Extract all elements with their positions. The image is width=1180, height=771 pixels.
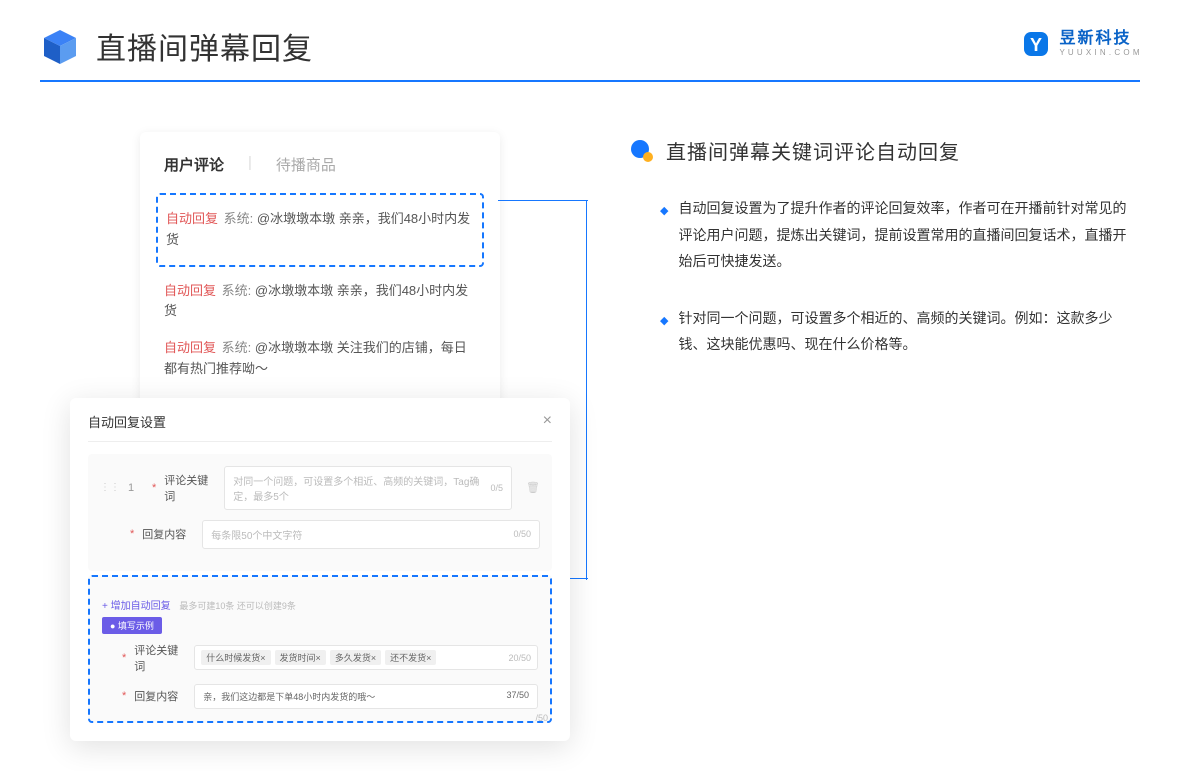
content-row: * 回复内容 每条限50个中文字符 0/50 <box>100 520 540 549</box>
section-title: 直播间弹幕关键词评论自动回复 <box>630 136 1140 165</box>
delete-icon[interactable]: 🗑 <box>526 481 540 494</box>
add-auto-reply-link[interactable]: + 增加自动回复 最多可建10条 还可以创建9条 <box>102 597 538 612</box>
system-label: 系统: <box>222 283 252 298</box>
comment-row: 自动回复 系统: @冰墩墩本墩 亲亲，我们48小时内发货 <box>166 201 474 259</box>
counter: 37/50 <box>506 690 529 703</box>
section-heading: 直播间弹幕关键词评论自动回复 <box>666 136 960 165</box>
example-keyword-input[interactable]: 什么时候发货× 发货时间× 多久发货× 还不发货× 20/50 <box>194 645 538 670</box>
keyword-label: 评论关键词 <box>164 472 216 504</box>
required-marker: * <box>130 528 134 540</box>
brand-icon: Y <box>1020 28 1052 60</box>
add-hint: 最多可建10条 还可以创建9条 <box>179 601 296 611</box>
example-badge: ● 填写示例 <box>102 617 162 634</box>
content-label: 回复内容 <box>134 688 186 704</box>
cube-icon <box>40 26 80 66</box>
page-title: 直播间弹幕回复 <box>96 24 313 68</box>
value: 亲，我们这边都是下单48小时内发货的哦～ <box>203 690 375 703</box>
required-marker: * <box>122 652 126 664</box>
brand-logo: Y 昱新科技 Y U U X I N . C O M <box>1020 28 1140 60</box>
tab-user-comments[interactable]: 用户评论 <box>164 154 224 175</box>
left-column: 用户评论 | 待播商品 自动回复 系统: @冰墩墩本墩 亲亲，我们48小时内发货… <box>70 132 570 741</box>
keyword-label: 评论关键词 <box>134 642 186 674</box>
connector-line <box>586 200 588 580</box>
svg-text:Y: Y <box>1030 35 1042 55</box>
tabs: 用户评论 | 待播商品 <box>164 154 476 175</box>
example-content-row: * 回复内容 亲，我们这边都是下单48小时内发货的哦～ 37/50 <box>102 684 538 709</box>
chat-bubble-icon <box>630 139 654 163</box>
extra-counter: /50 <box>535 713 548 723</box>
counter: 20/50 <box>508 653 531 663</box>
bullet-text: 针对同一个问题，可设置多个相近的、高频的关键词。例如：这款多少钱、这块能优惠吗、… <box>678 305 1140 358</box>
auto-reply-settings-card: 自动回复设置 × ⋮⋮ 1 * 评论关键词 对同一个问题，可设置多个相近、高频的… <box>70 398 570 741</box>
brand-sub: Y U U X I N . C O M <box>1060 49 1140 57</box>
comment-row: 自动回复 系统: @冰墩墩本墩 亲亲，我们48小时内发货 <box>164 273 476 331</box>
keyword-row: ⋮⋮ 1 * 评论关键词 对同一个问题，可设置多个相近、高频的关键词，Tag确定… <box>100 466 540 510</box>
close-icon[interactable]: × <box>543 412 552 430</box>
placeholder: 对同一个问题，可设置多个相近、高频的关键词，Tag确定，最多5个 <box>233 473 490 503</box>
tab-products[interactable]: 待播商品 <box>276 154 336 175</box>
drag-handle-icon[interactable]: ⋮⋮ <box>100 482 120 493</box>
system-label: 系统: <box>222 340 252 355</box>
content-label: 回复内容 <box>142 526 194 542</box>
tag[interactable]: 发货时间× <box>275 650 326 665</box>
comments-card: 用户评论 | 待播商品 自动回复 系统: @冰墩墩本墩 亲亲，我们48小时内发货… <box>140 132 500 418</box>
system-label: 系统: <box>224 211 254 226</box>
example-section: + 增加自动回复 最多可建10条 还可以创建9条 ● 填写示例 * 评论关键词 … <box>88 575 552 723</box>
settings-header: 自动回复设置 × <box>88 412 552 442</box>
bullet-item: ◆ 针对同一个问题，可设置多个相近的、高频的关键词。例如：这款多少钱、这块能优惠… <box>630 305 1140 358</box>
bullet-item: ◆ 自动回复设置为了提升作者的评论回复效率，作者可在开播前针对常见的评论用户问题… <box>630 195 1140 275</box>
example-keyword-row: * 评论关键词 什么时候发货× 发货时间× 多久发货× 还不发货× 20/50 <box>102 642 538 674</box>
keyword-input[interactable]: 对同一个问题，可设置多个相近、高频的关键词，Tag确定，最多5个 0/5 <box>224 466 512 510</box>
settings-body: ⋮⋮ 1 * 评论关键词 对同一个问题，可设置多个相近、高频的关键词，Tag确定… <box>88 454 552 571</box>
required-marker: * <box>152 482 156 494</box>
page-header: 直播间弹幕回复 <box>0 0 1180 80</box>
settings-title: 自动回复设置 <box>88 412 166 431</box>
row-number: 1 <box>128 482 144 494</box>
comment-row: 自动回复 系统: @冰墩墩本墩 关注我们的店铺，每日都有热门推荐呦～ <box>164 330 476 388</box>
auto-reply-badge: 自动回复 <box>164 283 216 298</box>
placeholder: 每条限50个中文字符 <box>211 527 302 542</box>
tab-separator: | <box>248 154 252 175</box>
example-content-input[interactable]: 亲，我们这边都是下单48小时内发货的哦～ 37/50 <box>194 684 538 709</box>
connector-line <box>498 200 588 202</box>
highlighted-comment: 自动回复 系统: @冰墩墩本墩 亲亲，我们48小时内发货 <box>156 193 484 267</box>
counter: 0/50 <box>513 529 531 539</box>
tag[interactable]: 什么时候发货× <box>201 650 270 665</box>
right-column: 直播间弹幕关键词评论自动回复 ◆ 自动回复设置为了提升作者的评论回复效率，作者可… <box>630 132 1140 741</box>
tag[interactable]: 还不发货× <box>385 650 436 665</box>
content-input[interactable]: 每条限50个中文字符 0/50 <box>202 520 540 549</box>
brand-name: 昱新科技 <box>1060 31 1140 47</box>
auto-reply-badge: 自动回复 <box>166 211 218 226</box>
tag[interactable]: 多久发货× <box>330 650 381 665</box>
auto-reply-badge: 自动回复 <box>164 340 216 355</box>
diamond-icon: ◆ <box>660 201 668 275</box>
bullet-text: 自动回复设置为了提升作者的评论回复效率，作者可在开播前针对常见的评论用户问题，提… <box>678 195 1140 275</box>
diamond-icon: ◆ <box>660 311 668 358</box>
counter: 0/5 <box>491 483 504 493</box>
required-marker: * <box>122 690 126 702</box>
